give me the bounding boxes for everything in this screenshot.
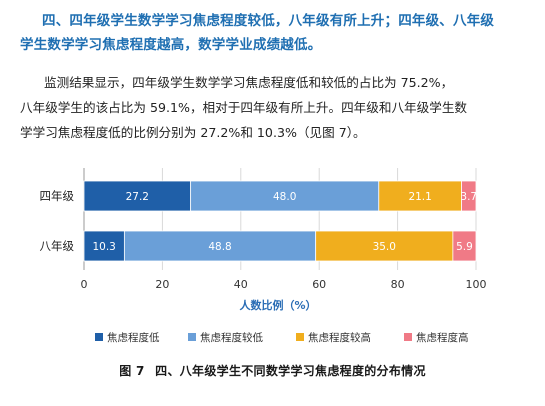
data-label: 48.0 bbox=[273, 191, 296, 203]
data-label: 3.7 bbox=[460, 191, 477, 203]
caption-number: 图 7 bbox=[119, 364, 145, 378]
data-label: 10.3 bbox=[92, 241, 115, 253]
x-tick-label: 20 bbox=[155, 278, 169, 291]
paragraph-line-3: 学学习焦虑程度低的比例分别为 27.2%和 10.3%（见图 7）。 bbox=[20, 125, 366, 140]
bar-segment bbox=[452, 230, 477, 262]
chart-bars bbox=[83, 180, 477, 262]
x-tick-label: 80 bbox=[391, 278, 405, 291]
heading-line-1: 四、四年级学生数学学习焦虑程度较低，八年级有所上升；四年级、八年级 bbox=[42, 13, 495, 29]
category-label: 四年级 bbox=[40, 189, 75, 203]
body-paragraph: 监测结果显示，四年级学生数学学习焦虑程度低和较低的占比为 75.2%， 八年级学… bbox=[20, 70, 535, 145]
legend-swatch bbox=[296, 333, 304, 341]
data-label: 5.9 bbox=[456, 241, 473, 253]
data-label: 21.1 bbox=[408, 191, 431, 203]
x-axis-label: 人数比例（%） bbox=[239, 298, 316, 312]
section-heading: 四、四年级学生数学学习焦虑程度较低，八年级有所上升；四年级、八年级 学生数学学习… bbox=[20, 9, 535, 57]
x-tick-label: 100 bbox=[466, 278, 487, 291]
x-tick-label: 0 bbox=[81, 278, 88, 291]
data-label: 27.2 bbox=[126, 191, 149, 203]
legend-label: 焦虑程度高 bbox=[416, 331, 469, 344]
bar-segment bbox=[461, 180, 477, 212]
paragraph-line-2: 八年级学生的该占比为 59.1%，相对于四年级有所上升。四年级和八年级学生数 bbox=[20, 100, 468, 115]
legend-swatch bbox=[95, 333, 103, 341]
chart-legend: 焦虑程度低 焦虑程度较低 焦虑程度较高 焦虑程度高 bbox=[95, 331, 469, 344]
bar-segment bbox=[83, 230, 125, 262]
x-tick-label: 40 bbox=[234, 278, 248, 291]
chart-x-tick-labels: 0 20 40 60 80 100 bbox=[81, 278, 487, 291]
legend-label: 焦虑程度低 bbox=[107, 331, 160, 344]
caption-title: 四、八年级学生不同数学学习焦虑程度的分布情况 bbox=[155, 364, 426, 378]
bar-segment bbox=[83, 180, 192, 212]
paragraph-line-1: 监测结果显示，四年级学生数学学习焦虑程度低和较低的占比为 75.2%， bbox=[44, 75, 454, 90]
x-tick-label: 60 bbox=[312, 278, 326, 291]
bar-segment bbox=[315, 230, 454, 262]
data-label: 35.0 bbox=[373, 241, 396, 253]
legend-swatch bbox=[404, 333, 412, 341]
heading-line-2: 学生数学学习焦虑程度越高，数学学业成绩越低。 bbox=[20, 37, 322, 53]
bar-segment bbox=[123, 230, 317, 262]
figure-caption: 图 7 四、八年级学生不同数学学习焦虑程度的分布情况 bbox=[0, 362, 545, 379]
legend-swatch bbox=[188, 333, 196, 341]
legend-label: 焦虑程度较高 bbox=[308, 331, 371, 344]
category-label: 八年级 bbox=[40, 239, 75, 253]
data-label: 48.8 bbox=[208, 241, 231, 253]
chart-data-labels: 27.2 48.0 21.1 3.7 10.3 48.8 35.0 5.9 bbox=[92, 191, 477, 253]
legend-label: 焦虑程度较低 bbox=[200, 331, 263, 344]
